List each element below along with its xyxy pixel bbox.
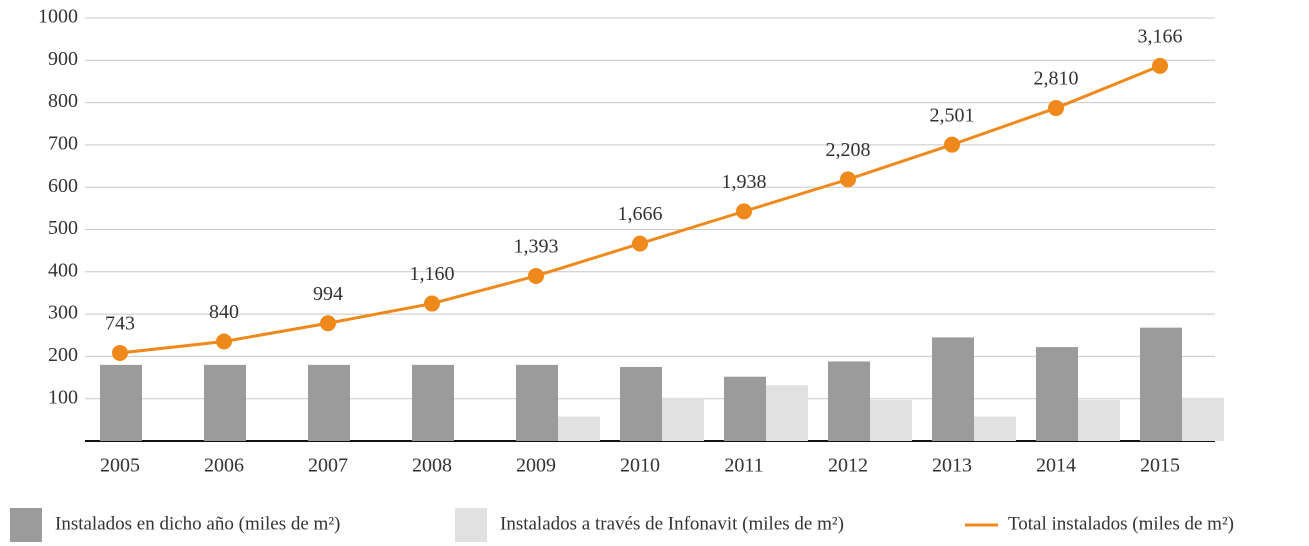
x-tick-label: 2012 <box>828 455 868 477</box>
bar <box>1036 347 1078 441</box>
line-point <box>528 267 544 284</box>
x-tick-label: 2009 <box>516 455 556 477</box>
y-tick-label: 100 <box>48 386 78 408</box>
x-tick-label: 2013 <box>932 455 972 477</box>
x-tick-label: 2007 <box>308 455 348 477</box>
bar <box>516 364 558 441</box>
bar <box>828 361 870 441</box>
bar <box>932 337 974 441</box>
bar <box>766 385 808 441</box>
x-tick-label: 2014 <box>1036 455 1076 477</box>
y-tick-label: 700 <box>48 132 78 154</box>
bar <box>1182 397 1224 441</box>
x-tick-label: 2015 <box>1140 455 1180 477</box>
legend-label: Total instalados (miles de m²) <box>1008 513 1234 534</box>
bar <box>1140 327 1182 441</box>
y-tick-label: 400 <box>48 259 78 281</box>
line-point <box>1152 57 1168 74</box>
line-point <box>632 235 648 252</box>
bar <box>412 364 454 441</box>
legend-label: Instalados a través de Infonavit (miles … <box>500 513 844 534</box>
data-label: 2,501 <box>930 104 975 126</box>
line-point <box>320 315 336 332</box>
data-label: 2,208 <box>826 139 871 161</box>
data-label: 3,166 <box>1138 25 1183 47</box>
y-tick-label: 1000 <box>38 6 78 28</box>
data-label: 1,160 <box>410 263 455 285</box>
bar <box>870 399 912 441</box>
x-tick-label: 2010 <box>620 455 660 477</box>
bar <box>620 366 662 441</box>
y-tick-label: 900 <box>48 48 78 70</box>
line-point <box>944 136 960 153</box>
data-label: 840 <box>209 301 239 323</box>
x-tick-label: 2005 <box>100 455 140 477</box>
bar <box>662 397 704 441</box>
line-point <box>1048 100 1064 117</box>
y-tick-label: 300 <box>48 302 78 324</box>
bar <box>308 364 350 441</box>
bar <box>100 364 142 441</box>
legend-swatch <box>455 508 487 542</box>
bar <box>204 364 246 441</box>
x-tick-label: 2008 <box>412 455 452 477</box>
x-tick-label: 2011 <box>724 455 763 477</box>
data-label: 743 <box>105 313 135 335</box>
x-tick-label: 2006 <box>204 455 244 477</box>
bar <box>1078 399 1120 441</box>
legend-label: Instalados en dicho año (miles de m²) <box>55 513 340 534</box>
y-tick-label: 800 <box>48 90 78 112</box>
legend-swatch <box>10 508 42 542</box>
bar <box>724 376 766 441</box>
data-label: 994 <box>313 283 343 305</box>
y-tick-label: 200 <box>48 344 78 366</box>
line-point <box>840 171 856 188</box>
data-label: 2,810 <box>1034 68 1079 90</box>
data-label: 1,393 <box>514 236 559 258</box>
bar <box>974 416 1016 441</box>
data-label: 1,666 <box>618 203 663 225</box>
line-point <box>216 333 232 350</box>
line-point <box>112 344 128 361</box>
y-tick-label: 500 <box>48 217 78 239</box>
data-label: 1,938 <box>722 171 767 193</box>
bar <box>558 416 600 441</box>
y-tick-label: 600 <box>48 175 78 197</box>
line-point <box>736 203 752 220</box>
line-point <box>424 295 440 312</box>
